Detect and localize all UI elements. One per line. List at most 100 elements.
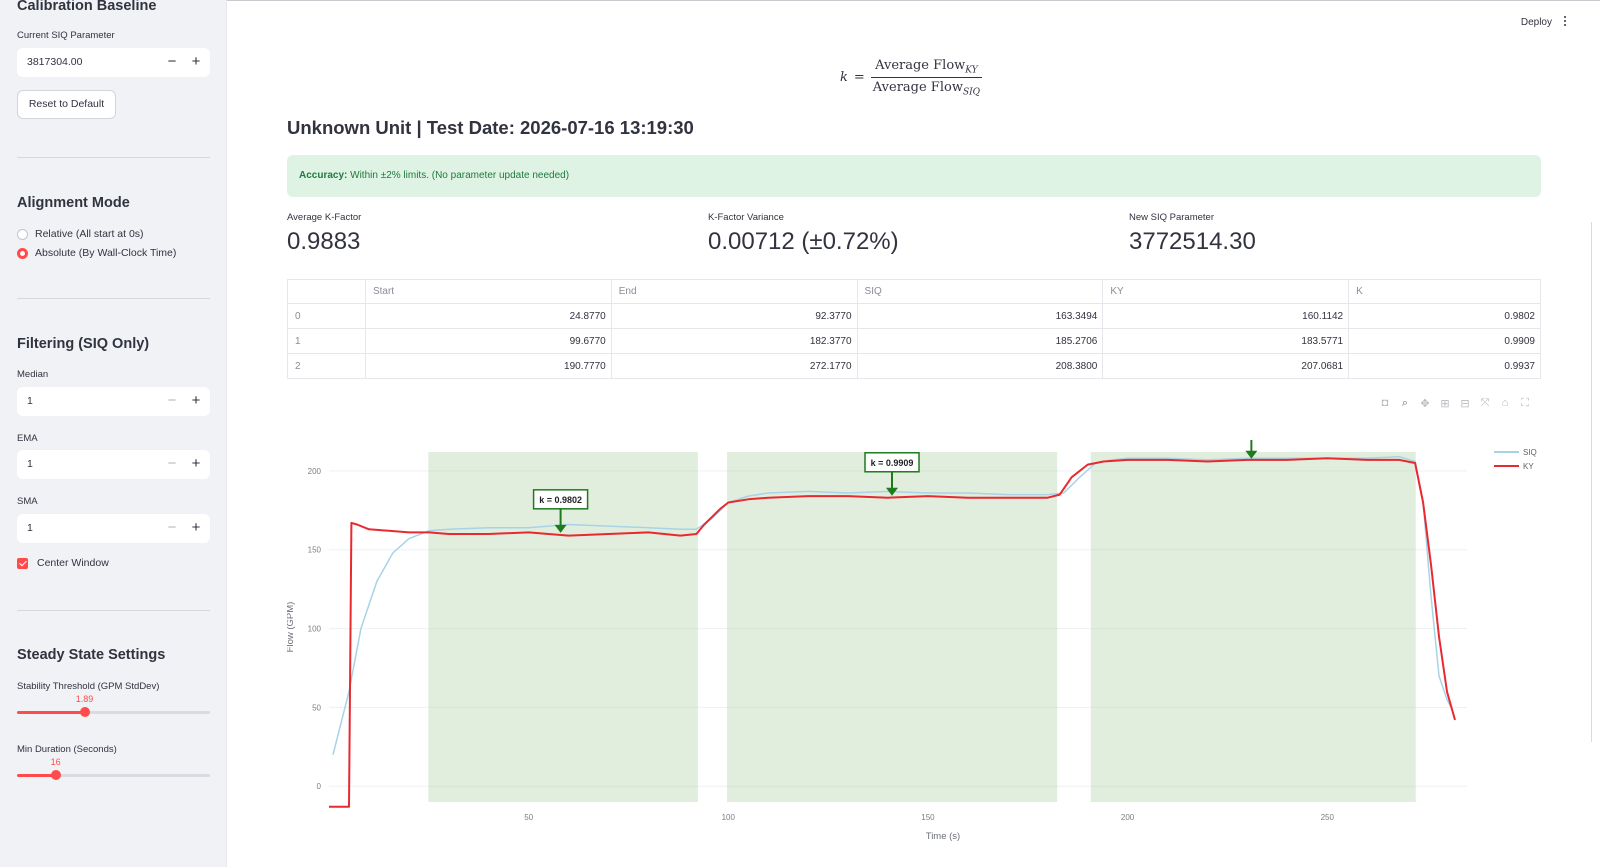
slider-fill <box>17 774 56 777</box>
table-cell[interactable]: 0.9909 <box>1348 328 1541 354</box>
zoom-in-icon[interactable]: ⊞ <box>1440 398 1450 410</box>
table-cell[interactable]: 92.3770 <box>610 303 858 329</box>
median-increment-button[interactable]: + <box>191 392 201 409</box>
fullscreen-icon[interactable]: ⛶ <box>1521 397 1529 409</box>
table-cell[interactable]: 182.3770 <box>610 328 858 354</box>
pan-icon[interactable]: ✥ <box>1420 398 1430 410</box>
column-header-k[interactable]: K <box>1348 279 1541 304</box>
metric-value: 0.9883 <box>287 228 361 255</box>
siq-parameter-label: Current SIQ Parameter <box>17 30 115 41</box>
formula-denominator: Average FlowSIQ <box>870 76 983 97</box>
results-table[interactable]: Start End SIQ KY K 0 24.8770 92.3770 163… <box>287 279 1541 379</box>
zoom-out-icon[interactable]: ⊟ <box>1460 398 1470 410</box>
accuracy-alert: Accuracy: Within ±2% limits. (No paramet… <box>287 155 1541 197</box>
table-cell[interactable]: 190.7770 <box>364 353 612 379</box>
table-cell[interactable]: 207.0681 <box>1102 353 1350 379</box>
table-cell[interactable]: 272.1770 <box>610 353 858 379</box>
series-line-siq <box>332 455 1452 755</box>
table-cell[interactable]: 208.3800 <box>856 353 1104 379</box>
metric-value: 3772514.30 <box>1129 228 1256 255</box>
calibration-heading: Calibration Baseline <box>17 0 157 14</box>
camera-icon[interactable]: ◘ <box>1381 397 1389 409</box>
siq-decrement-button[interactable]: − <box>167 53 177 70</box>
ema-label: EMA <box>17 433 38 444</box>
home-icon[interactable]: ⌂ <box>1501 397 1509 409</box>
siq-increment-button[interactable]: + <box>191 53 201 70</box>
median-value[interactable]: 1 <box>27 395 33 407</box>
annotation-arrowhead <box>886 487 899 496</box>
alignment-option-relative[interactable]: Relative (All start at 0s) <box>17 228 144 240</box>
table-cell[interactable]: 2 <box>287 353 366 379</box>
sma-value[interactable]: 1 <box>27 522 33 534</box>
steady-state-region <box>727 452 1058 802</box>
table-cell[interactable]: 99.6770 <box>364 328 612 354</box>
sidebar: Calibration Baseline Current SIQ Paramet… <box>0 0 227 867</box>
sma-label: SMA <box>17 496 38 507</box>
metric-new-siq-parameter: New SIQ Parameter 3772514.30 <box>1129 212 1256 256</box>
metric-value: 0.00712 (±0.72%) <box>708 228 899 255</box>
filtering-heading: Filtering (SIQ Only) <box>17 336 150 352</box>
table-cell[interactable]: 183.5771 <box>1102 328 1350 354</box>
ema-decrement-button[interactable]: − <box>167 455 177 472</box>
table-row: 2 190.7770 272.1770 208.3800 207.0681 0.… <box>287 353 1541 379</box>
alert-text: Within ±2% limits. (No parameter update … <box>347 170 570 181</box>
x-tick-label: 100 <box>722 813 736 822</box>
k-factor-formula: k = Average FlowKY Average FlowSIQ <box>840 58 983 97</box>
scrollbar[interactable] <box>1591 222 1592 742</box>
siq-parameter-input[interactable]: 3817304.00 − + <box>17 48 210 77</box>
reset-default-button[interactable]: Reset to Default <box>17 90 116 119</box>
table-cell[interactable]: 1 <box>287 328 366 354</box>
center-window-label: Center Window <box>37 557 109 569</box>
center-window-checkbox[interactable]: Center Window <box>17 557 109 569</box>
ema-input[interactable]: 1 − + <box>17 450 210 479</box>
autoscale-icon[interactable]: ⤧ <box>1480 397 1490 409</box>
alignment-option-absolute[interactable]: Absolute (By Wall-Clock Time) <box>17 247 176 259</box>
checkbox-checked-icon[interactable] <box>17 557 28 569</box>
alert-bold: Accuracy: <box>299 170 348 181</box>
table-cell[interactable]: 0 <box>287 303 366 329</box>
x-tick-label: 200 <box>1121 813 1135 822</box>
min-duration-value: 16 <box>50 757 61 767</box>
ema-value[interactable]: 1 <box>27 458 33 470</box>
y-tick-label: 50 <box>312 703 321 712</box>
median-input[interactable]: 1 − + <box>17 387 210 416</box>
column-header-index[interactable] <box>287 279 366 304</box>
series-line-ky <box>329 457 1456 808</box>
table-cell[interactable]: 163.3494 <box>856 303 1104 329</box>
zoom-icon[interactable]: ⌕ <box>1401 397 1409 409</box>
min-duration-label: Min Duration (Seconds) <box>17 744 117 755</box>
slider-thumb[interactable] <box>79 707 90 717</box>
table-cell[interactable]: 185.2706 <box>856 328 1104 354</box>
radio-absolute[interactable] <box>17 247 28 259</box>
min-duration-slider[interactable]: 16 <box>17 757 210 780</box>
metric-label: New SIQ Parameter <box>1129 212 1214 223</box>
slider-thumb[interactable] <box>50 770 61 780</box>
table-row: 1 99.6770 182.3770 185.2706 183.5771 0.9… <box>287 328 1541 354</box>
sma-decrement-button[interactable]: − <box>167 519 177 536</box>
siq-parameter-value[interactable]: 3817304.00 <box>27 56 83 68</box>
table-cell[interactable]: 160.1142 <box>1102 303 1350 329</box>
formula-fraction: Average FlowKY Average FlowSIQ <box>870 58 983 97</box>
stability-threshold-label: Stability Threshold (GPM StdDev) <box>17 681 160 692</box>
ema-increment-button[interactable]: + <box>191 455 201 472</box>
sma-input[interactable]: 1 − + <box>17 514 210 543</box>
column-header-end[interactable]: End <box>610 279 858 304</box>
k-annotation-label: k = 0.9802 <box>539 495 582 505</box>
table-cell[interactable]: 0.9937 <box>1348 353 1541 379</box>
column-header-ky[interactable]: KY <box>1102 279 1350 304</box>
metric-label: K-Factor Variance <box>708 212 784 223</box>
median-decrement-button[interactable]: − <box>167 392 177 409</box>
main-menu-icon[interactable] <box>1560 14 1570 30</box>
deploy-button[interactable]: Deploy <box>1520 17 1552 28</box>
table-cell[interactable]: 0.9802 <box>1348 303 1541 329</box>
top-border <box>227 0 1600 1</box>
column-header-siq[interactable]: SIQ <box>856 279 1104 304</box>
stability-threshold-slider[interactable]: 1.89 <box>17 694 210 717</box>
sma-increment-button[interactable]: + <box>191 519 201 536</box>
table-cell[interactable]: 24.8770 <box>364 303 612 329</box>
radio-relative[interactable] <box>17 228 28 240</box>
column-header-start[interactable]: Start <box>364 279 612 304</box>
slider-fill <box>17 711 85 714</box>
formula-equals: = <box>853 70 865 86</box>
